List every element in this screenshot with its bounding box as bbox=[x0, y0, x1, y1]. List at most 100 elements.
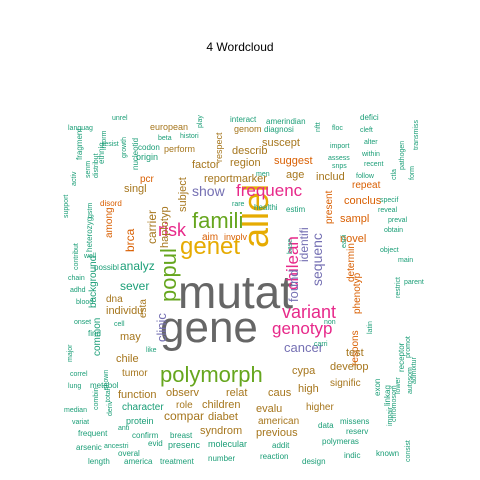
word-region: region bbox=[230, 157, 261, 169]
word-main: main bbox=[398, 257, 413, 264]
word-overal: overal bbox=[118, 449, 140, 458]
word-develop: develop bbox=[330, 361, 369, 373]
word-ethnic: ethnic bbox=[97, 143, 106, 164]
word-relat: relat bbox=[226, 387, 247, 399]
word-genom: genom bbox=[234, 124, 262, 134]
word-distribut: distribut bbox=[93, 153, 100, 178]
word-protein: protein bbox=[126, 416, 154, 426]
word-consist: consist bbox=[405, 440, 412, 462]
word-cleft: cleft bbox=[360, 127, 373, 134]
word-lung: lung bbox=[68, 383, 81, 390]
word-interact: interact bbox=[230, 115, 257, 124]
word-senm: senm bbox=[85, 161, 92, 178]
word-test: test bbox=[346, 347, 364, 359]
word-suscept: suscept bbox=[262, 137, 300, 149]
word-mutat: mutat bbox=[178, 266, 293, 318]
word-carrier: carrier bbox=[145, 210, 159, 244]
word-combin: combin bbox=[93, 387, 100, 410]
word-gene: gene bbox=[160, 303, 258, 352]
word-individu: individu bbox=[106, 305, 143, 317]
word-evid: evid bbox=[148, 439, 163, 448]
word-activ: activ bbox=[71, 171, 78, 186]
word-may: may bbox=[120, 331, 141, 343]
word-latin: latin bbox=[367, 321, 374, 334]
word-sequenc: sequenc bbox=[309, 233, 325, 286]
word-nftt: nftt bbox=[315, 122, 322, 132]
word-perform: perform bbox=[164, 144, 195, 154]
word-parent: parent bbox=[404, 279, 424, 286]
word-tumor: tumor bbox=[122, 368, 148, 379]
word-gstm: gstm bbox=[87, 203, 94, 218]
word-includ: includ bbox=[316, 171, 345, 183]
word-haplotyp: haplotyp bbox=[159, 206, 171, 248]
word-identifi: identifi bbox=[297, 227, 311, 262]
word-possibl: possibl bbox=[94, 263, 119, 272]
word-observ: observ bbox=[166, 387, 200, 399]
word-chilean: chilean bbox=[283, 236, 302, 290]
word-base: base bbox=[287, 239, 294, 254]
word-age: age bbox=[286, 169, 304, 181]
word-frequent: frequent bbox=[78, 429, 108, 438]
word-follow: follow bbox=[356, 173, 375, 180]
word-correl: correl bbox=[70, 371, 88, 378]
word-among: among bbox=[104, 207, 115, 238]
word-well: well bbox=[83, 253, 97, 260]
word-design: design bbox=[302, 457, 326, 466]
word-allel: allel bbox=[235, 184, 276, 248]
word-anti: anti bbox=[118, 425, 130, 432]
word-respons: respons bbox=[350, 330, 361, 366]
word-presenc: presenc bbox=[168, 440, 201, 450]
word-european: european bbox=[150, 122, 188, 132]
word-higher: higher bbox=[306, 402, 334, 413]
word-reportmarker: reportmarker bbox=[204, 173, 267, 185]
word-adhd: adhd bbox=[70, 287, 86, 294]
word-beta: beta bbox=[158, 135, 172, 142]
word-risk: risk bbox=[158, 220, 187, 240]
word-play: play bbox=[197, 115, 204, 128]
word-clinic: clinic bbox=[154, 313, 169, 342]
word-america: america bbox=[124, 457, 153, 466]
word-resist: resist bbox=[102, 141, 119, 148]
word-nucleotid: nucleotid bbox=[131, 138, 140, 170]
word-obtain: obtain bbox=[384, 227, 403, 234]
word-heterozyg: heterozyg bbox=[85, 217, 94, 252]
word-alter: alter bbox=[364, 139, 378, 146]
word-esta: esta bbox=[138, 299, 149, 318]
word-repeat: repeat bbox=[352, 180, 381, 191]
word-autosom: autosom bbox=[407, 367, 414, 394]
word-phenotyp: phenotyp bbox=[352, 272, 363, 314]
word-found: found bbox=[286, 269, 301, 302]
word-conclus: conclus bbox=[344, 195, 382, 207]
word-determin: determin bbox=[346, 243, 357, 282]
word-evalu: evalu bbox=[256, 403, 282, 415]
word-healthi: healthi bbox=[254, 203, 278, 212]
word-disord: disord bbox=[100, 199, 122, 208]
word-background: background bbox=[88, 256, 99, 308]
word-reveal: reveal bbox=[378, 207, 398, 214]
word-assess: assess bbox=[328, 155, 350, 162]
word-diabet: diabet bbox=[208, 411, 238, 423]
word-specif: specif bbox=[380, 197, 398, 204]
word-sampl: sampl bbox=[340, 213, 369, 225]
word-confirm: confirm bbox=[132, 431, 159, 440]
word-chile: chile bbox=[116, 353, 139, 365]
word-caus: caus bbox=[268, 387, 292, 399]
word-pathogen: pathogen bbox=[399, 141, 406, 170]
word-genotyp: genotyp bbox=[272, 319, 333, 338]
word-common: common bbox=[92, 318, 103, 356]
word-diagnosi: diagnosi bbox=[264, 125, 294, 134]
word-defici: defici bbox=[360, 113, 379, 122]
word-show: show bbox=[192, 183, 226, 199]
word-fragment: fragment bbox=[75, 128, 84, 160]
word-ctla: ctla bbox=[391, 169, 398, 180]
word-transmiss: transmiss bbox=[413, 120, 420, 150]
word-estim: estim bbox=[286, 205, 305, 214]
word-non: non bbox=[324, 319, 336, 326]
word-major: major bbox=[67, 344, 74, 362]
word-number: number bbox=[208, 454, 235, 463]
word-cell: cell bbox=[114, 321, 125, 328]
word-aim: aim bbox=[202, 232, 218, 243]
word-median: median bbox=[64, 407, 87, 414]
word-compar: compar bbox=[164, 409, 204, 423]
